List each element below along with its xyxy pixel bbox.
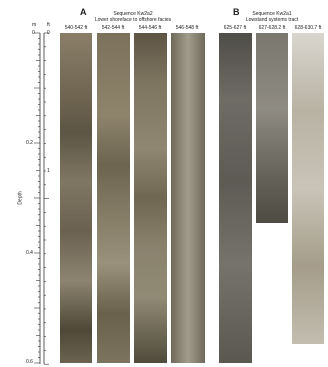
core-photo [134, 33, 167, 363]
column-label: 627-628.2 ft [259, 25, 286, 31]
depth-scale [0, 0, 60, 367]
m-label: 0.4 [26, 250, 33, 256]
depth-label: Depth [18, 191, 24, 204]
facies-title: Lowstand systems tract [246, 17, 298, 23]
core-photo [97, 33, 130, 363]
panel-letter: A [80, 7, 87, 17]
column-label: 544-546 ft [139, 25, 162, 31]
unit-m: m [32, 22, 36, 28]
facies-title: Lower shoreface to offshore facies [95, 17, 171, 23]
m-label: 0.6 [26, 359, 33, 365]
panel-letter: B [233, 7, 240, 17]
m-label: 0.2 [26, 140, 33, 146]
column-label: 542-544 ft [102, 25, 125, 31]
column-label: 628-630.7 ft [295, 25, 322, 31]
ft-label: 1 [47, 168, 50, 174]
figure: m ft Depth 0 0.2 0.4 0.6 0 1 A Sequence … [0, 0, 328, 367]
core-photo [219, 33, 252, 363]
core-photo [256, 33, 288, 223]
ft-label: 0 [47, 30, 50, 36]
core-photo [171, 33, 205, 363]
column-label: 546-548 ft [176, 25, 199, 31]
unit-ft: ft [47, 22, 50, 28]
core-photo [60, 33, 92, 363]
column-label: 625-627 ft [224, 25, 247, 31]
m-label: 0 [32, 30, 35, 36]
column-label: 540-542 ft [65, 25, 88, 31]
core-photo [292, 33, 324, 344]
